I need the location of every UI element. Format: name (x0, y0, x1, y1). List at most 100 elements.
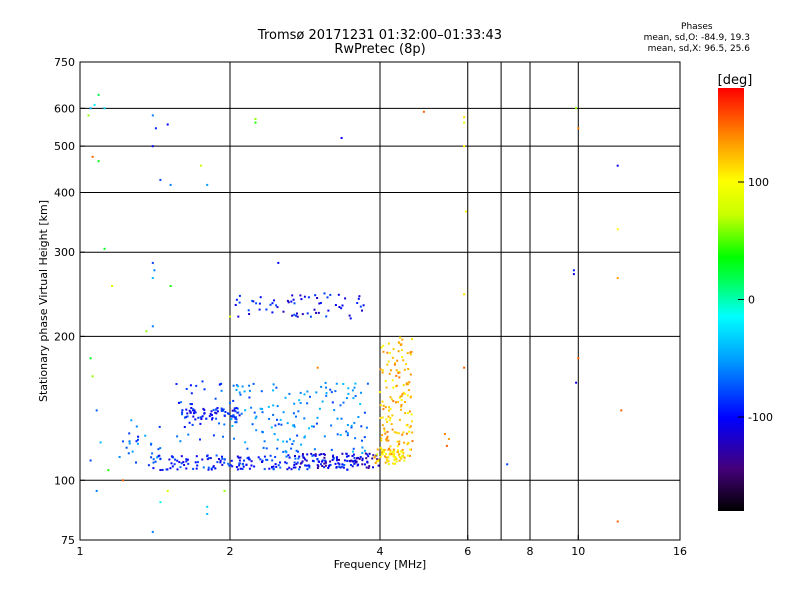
data-point (323, 456, 326, 459)
data-point (363, 449, 366, 452)
data-point (292, 466, 295, 469)
data-point (179, 401, 182, 404)
data-point (296, 461, 299, 464)
data-point (91, 155, 94, 158)
data-point (353, 456, 356, 459)
data-point (352, 397, 355, 400)
data-point (95, 489, 98, 492)
data-point (332, 457, 335, 460)
data-point (220, 389, 223, 392)
data-point (272, 413, 275, 416)
data-point (220, 407, 223, 410)
data-point (274, 424, 277, 427)
data-point (367, 455, 370, 458)
data-point (295, 449, 298, 452)
data-point (293, 302, 296, 305)
data-point (224, 411, 227, 413)
data-point (333, 409, 336, 412)
data-point (380, 439, 383, 442)
data-point (181, 409, 184, 412)
data-point (185, 408, 188, 411)
data-point (298, 455, 301, 458)
data-point (390, 423, 393, 426)
data-point (193, 410, 196, 413)
data-point (386, 459, 389, 462)
data-point (259, 458, 262, 461)
data-point (200, 164, 203, 167)
data-point (401, 454, 404, 457)
data-point (409, 454, 411, 457)
data-point (288, 392, 291, 395)
data-point (201, 380, 204, 383)
data-point (340, 307, 343, 310)
data-point (282, 310, 285, 313)
data-point (314, 294, 317, 297)
x-tick-label: 10 (571, 545, 585, 558)
data-point (222, 435, 224, 438)
data-point (318, 453, 321, 456)
data-point (190, 403, 193, 406)
data-point (262, 446, 265, 449)
data-point (274, 463, 277, 466)
data-point (229, 315, 231, 318)
data-point (215, 417, 218, 420)
data-point (376, 448, 379, 451)
data-point (357, 463, 360, 466)
data-point (345, 397, 348, 400)
data-point (387, 415, 390, 418)
data-point (392, 400, 395, 403)
data-point (407, 389, 410, 392)
data-point (384, 432, 387, 435)
data-point (270, 426, 273, 429)
y-tick-label: 100 (54, 474, 75, 487)
data-point (572, 273, 575, 276)
data-point (402, 359, 405, 362)
data-point (130, 419, 133, 422)
data-point (302, 456, 305, 459)
data-point (381, 371, 384, 374)
data-point (229, 464, 232, 467)
data-point (223, 458, 226, 461)
data-point (398, 376, 401, 379)
data-point (234, 304, 237, 306)
data-point (190, 392, 193, 395)
data-point (407, 441, 410, 444)
data-point (361, 439, 363, 442)
data-point (391, 379, 394, 382)
data-point (89, 459, 92, 462)
data-point (366, 453, 369, 456)
data-point (335, 456, 338, 459)
data-point (183, 464, 186, 466)
data-point (347, 387, 350, 390)
data-point (219, 461, 222, 464)
data-point (389, 396, 392, 399)
data-point (389, 449, 392, 452)
y-tick-label: 200 (54, 330, 75, 343)
data-point (136, 442, 139, 445)
data-point (401, 393, 404, 396)
data-point (295, 462, 298, 465)
data-point (236, 455, 239, 458)
data-point (251, 423, 254, 426)
data-point (214, 467, 217, 470)
data-point (287, 301, 290, 304)
data-point (211, 417, 214, 420)
data-point (291, 443, 294, 445)
data-point (347, 454, 350, 457)
data-point (381, 400, 384, 403)
data-point (401, 338, 404, 341)
data-point (236, 468, 239, 471)
data-point (393, 363, 396, 366)
data-point (383, 427, 386, 430)
data-point (382, 408, 385, 411)
data-point (357, 416, 360, 418)
data-point (463, 121, 466, 124)
data-point (308, 466, 311, 469)
colorbar-label: [deg] (718, 73, 753, 88)
data-point (392, 455, 395, 458)
data-point (180, 462, 183, 465)
colorbar-tick-label: 100 (748, 176, 769, 189)
data-point (338, 306, 341, 308)
data-point (388, 409, 390, 412)
data-point (285, 462, 288, 465)
